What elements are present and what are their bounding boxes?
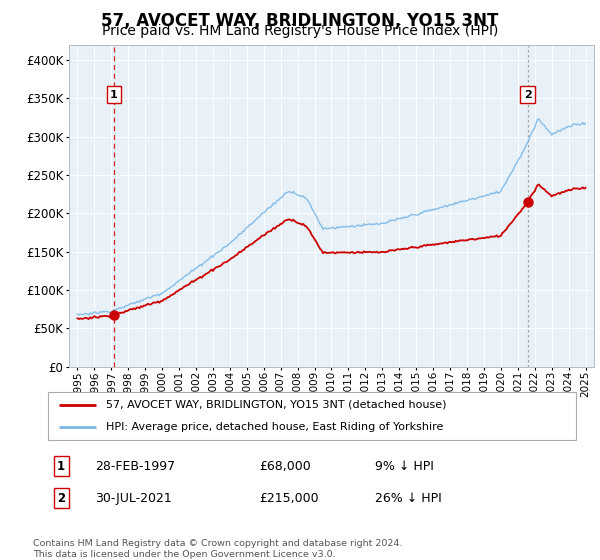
Text: Contains HM Land Registry data © Crown copyright and database right 2024.
This d: Contains HM Land Registry data © Crown c… <box>33 539 403 559</box>
Text: 2: 2 <box>524 90 532 100</box>
Text: 57, AVOCET WAY, BRIDLINGTON, YO15 3NT (detached house): 57, AVOCET WAY, BRIDLINGTON, YO15 3NT (d… <box>106 400 446 410</box>
Text: 30-JUL-2021: 30-JUL-2021 <box>95 492 172 505</box>
Text: 9% ↓ HPI: 9% ↓ HPI <box>376 460 434 473</box>
Text: 1: 1 <box>110 90 118 100</box>
Text: 57, AVOCET WAY, BRIDLINGTON, YO15 3NT: 57, AVOCET WAY, BRIDLINGTON, YO15 3NT <box>101 12 499 30</box>
Text: 2: 2 <box>57 492 65 505</box>
Text: HPI: Average price, detached house, East Riding of Yorkshire: HPI: Average price, detached house, East… <box>106 422 443 432</box>
FancyBboxPatch shape <box>48 392 576 440</box>
Text: 26% ↓ HPI: 26% ↓ HPI <box>376 492 442 505</box>
Text: 28-FEB-1997: 28-FEB-1997 <box>95 460 176 473</box>
Text: Price paid vs. HM Land Registry's House Price Index (HPI): Price paid vs. HM Land Registry's House … <box>102 24 498 38</box>
Text: £68,000: £68,000 <box>259 460 311 473</box>
Text: £215,000: £215,000 <box>259 492 319 505</box>
Text: 1: 1 <box>57 460 65 473</box>
